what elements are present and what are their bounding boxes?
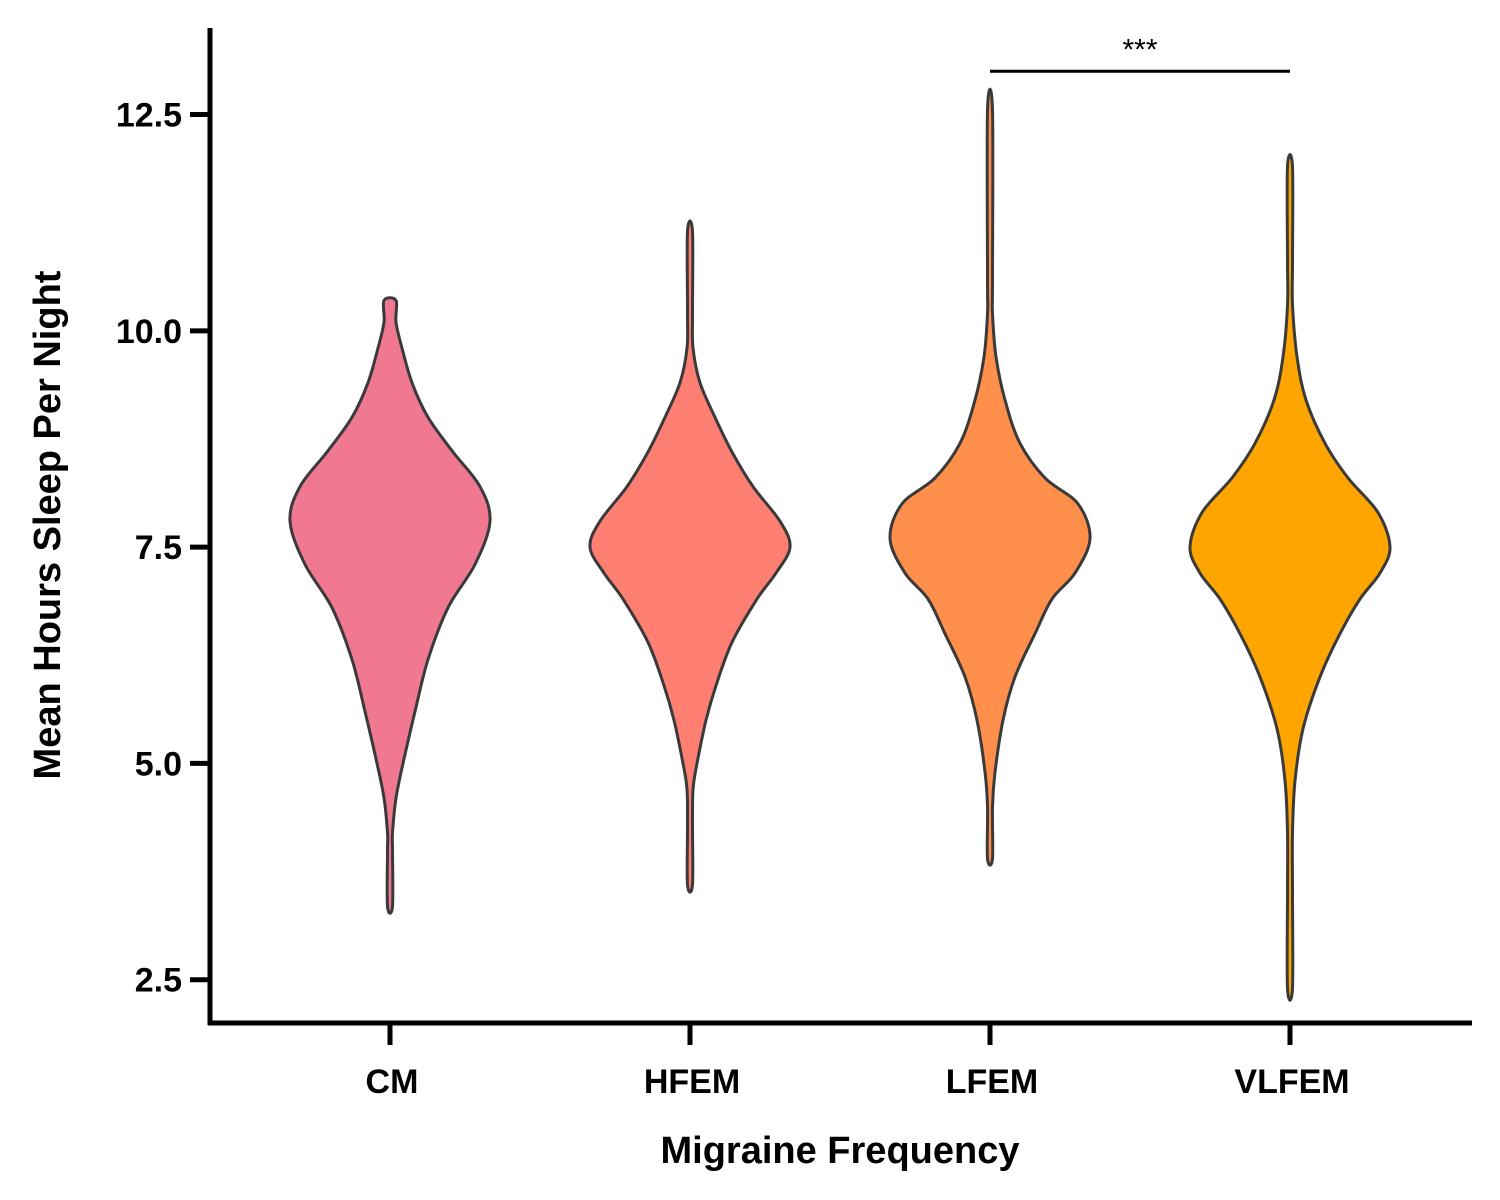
x-tick-label: VLFEM: [1234, 1063, 1349, 1101]
y-tick-label: 12.5: [116, 97, 182, 135]
violin-lfem: [888, 87, 1092, 867]
x-axis-title: Migraine Frequency: [661, 1130, 1020, 1172]
x-tick-label: HFEM: [644, 1063, 740, 1101]
x-tick-label: CM: [366, 1063, 419, 1101]
violins-layer: [288, 87, 1392, 1002]
y-tick-label: 7.5: [135, 529, 182, 567]
y-tick-label: 2.5: [135, 962, 182, 1000]
y-axis-title: Mean Hours Sleep Per Night: [27, 270, 69, 779]
annotations-layer: ***: [990, 33, 1290, 73]
violin-hfem: [588, 219, 792, 894]
y-tick-label: 10.0: [116, 313, 182, 351]
violin-cm: [288, 296, 492, 915]
violin-vlfem: [1188, 153, 1392, 1002]
significance-label: ***: [1122, 33, 1157, 66]
axes-layer: 2.5 5.0 7.5 10.0 12.5 CM HFEM LFEM VLFEM: [116, 28, 1472, 1101]
x-tick-label: LFEM: [946, 1063, 1039, 1101]
y-tick-label: 5.0: [135, 745, 182, 783]
